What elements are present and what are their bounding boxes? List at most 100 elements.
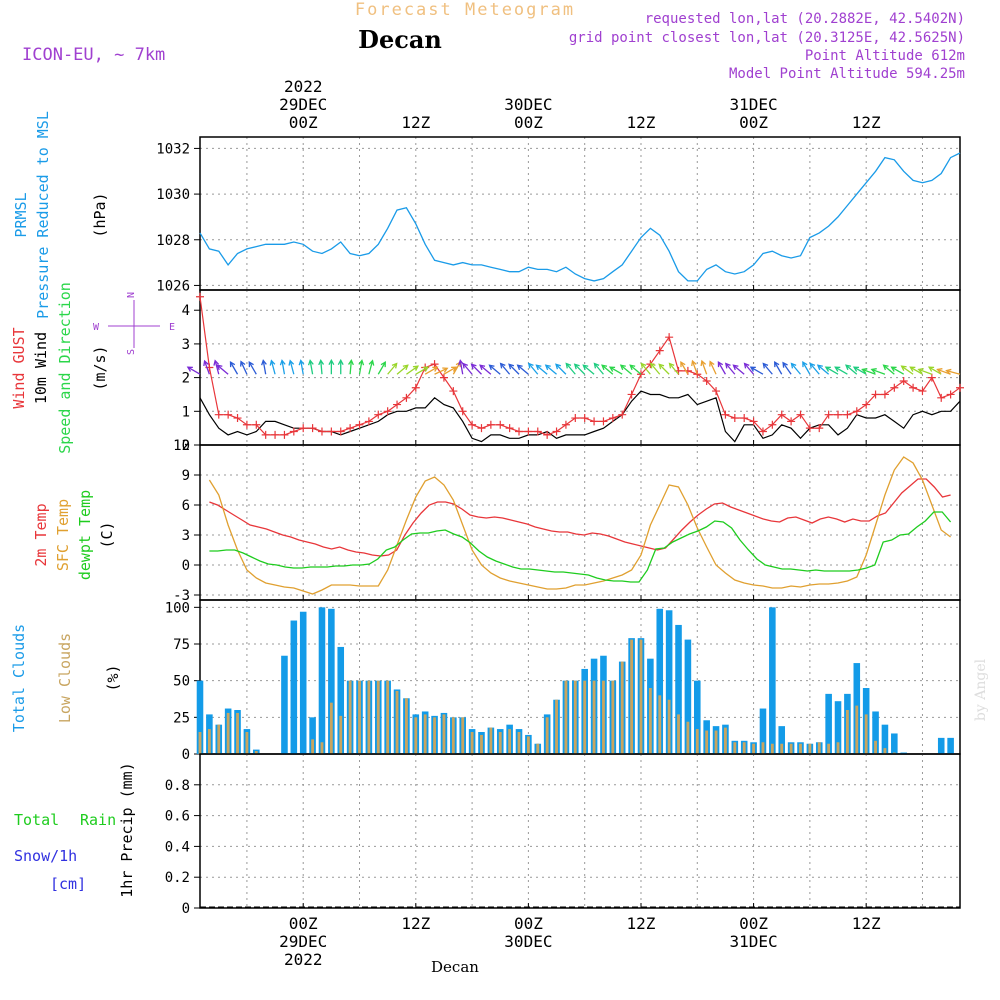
low-cloud-bar	[573, 680, 577, 754]
y-tick-label: 0	[182, 901, 190, 917]
low-cloud-bar	[536, 743, 540, 754]
low-cloud-bar	[827, 743, 831, 754]
low-cloud-bar	[508, 729, 512, 754]
low-cloud-bar	[207, 729, 211, 754]
gust-marker	[655, 346, 664, 355]
bottom-time-label: 12Z	[852, 914, 881, 933]
wind-arrow	[946, 369, 961, 375]
low-cloud-bar	[630, 639, 634, 754]
wind-arrow	[609, 366, 623, 375]
wind-arrow-head	[717, 360, 724, 368]
compass-n: N	[126, 292, 137, 298]
gust-marker	[721, 410, 730, 419]
y-tick-label: 0	[182, 747, 190, 763]
low-cloud-bar	[592, 680, 596, 754]
wind-arrow	[349, 360, 352, 375]
wind-arrow	[459, 360, 464, 375]
gust-marker	[242, 420, 251, 429]
low-cloud-bar	[724, 727, 727, 754]
wind-arrow-head	[261, 359, 267, 366]
wind-arrow	[214, 360, 220, 375]
gust-marker	[899, 376, 908, 385]
low-cloud-bar	[470, 732, 474, 754]
wind-arrow	[424, 366, 438, 375]
gust-marker	[890, 383, 899, 392]
low-cloud-bar	[639, 639, 643, 754]
precip-unit: 1hr Precip (mm)	[118, 762, 136, 897]
wind-arrow	[834, 366, 848, 375]
low-cloud-bar	[752, 743, 755, 754]
wind-arrow	[891, 366, 905, 375]
wind-arrow	[281, 360, 286, 375]
gust-marker	[580, 414, 589, 423]
gust-marker	[805, 424, 814, 433]
total-cloud-bar	[778, 726, 786, 754]
wind-arrow-head	[565, 362, 572, 369]
pressure-label-desc: Pressure Reduced to MSL	[34, 111, 52, 319]
wind-arrow-head	[451, 366, 458, 372]
wind-arrow-head	[380, 360, 386, 368]
wind-arrow-head	[743, 362, 750, 369]
wind-arrow-head	[527, 362, 534, 369]
location-title: Decan	[358, 25, 442, 54]
total-cloud-bar	[834, 701, 842, 754]
low-cloud-bar	[705, 730, 709, 754]
wind-arrow-head	[601, 364, 608, 371]
gust-marker	[618, 410, 627, 419]
wind-arrow	[733, 364, 745, 375]
wind-arrow-head	[774, 360, 780, 368]
temp-label-2m: 2m Temp	[32, 503, 50, 566]
wind-arrow	[248, 361, 257, 375]
total-cloud-bar	[872, 711, 879, 754]
low-cloud-bar	[489, 727, 493, 754]
bottom-time-label: 00Z	[739, 914, 768, 933]
gust-marker	[871, 390, 880, 399]
wind-arrow-head	[658, 363, 665, 370]
y-tick-label: 0.4	[165, 839, 190, 855]
gust-marker	[533, 427, 542, 436]
gust-marker	[937, 393, 946, 402]
wind-arrow	[845, 364, 858, 375]
compass-s: S	[126, 349, 137, 355]
low-cloud-bar	[583, 680, 587, 754]
bottom-time-label: 30DEC	[504, 932, 552, 951]
temp-2m-line	[209, 478, 951, 557]
gust-marker	[496, 420, 505, 429]
low-cloud-bar	[789, 743, 793, 754]
wind-arrow	[479, 364, 492, 375]
wind-arrow-head	[709, 360, 715, 367]
wind-arrow	[701, 360, 708, 375]
gust-marker	[702, 376, 711, 385]
low-cloud-bar	[442, 714, 446, 754]
gust-marker	[956, 383, 964, 392]
bottom-time-label: 12Z	[401, 914, 430, 933]
gust-marker	[758, 427, 767, 436]
wind-arrow-head	[479, 364, 486, 371]
wind-arrow-head	[186, 366, 193, 372]
watermark: by Angel	[973, 658, 989, 721]
wind-arrow	[217, 364, 229, 375]
model-label: ICON-EU, ~ 7km	[22, 45, 165, 65]
wind-arrow-head	[535, 364, 542, 371]
wind-arrow	[680, 361, 689, 375]
top-time-label: 00Z	[514, 113, 543, 132]
low-cloud-bar	[545, 717, 549, 754]
gust-marker	[402, 393, 411, 402]
precip-label-rain: Rain	[80, 811, 116, 829]
wind-arrow	[289, 360, 295, 375]
gust-marker	[834, 410, 843, 419]
low-cloud-bar	[526, 736, 530, 754]
wind-arrow	[187, 366, 201, 375]
y-tick-label: 0.8	[165, 778, 190, 794]
bottom-time-label: 2022	[284, 950, 323, 969]
wind-arrow	[528, 363, 539, 375]
wind-arrow-head	[555, 363, 562, 370]
top-time-label: 12Z	[852, 113, 881, 132]
wind-arrow-head	[470, 363, 477, 370]
total-cloud-bar	[675, 624, 682, 754]
panel-frame	[199, 444, 961, 601]
low-cloud-bar	[348, 680, 352, 754]
low-cloud-bar	[780, 743, 784, 754]
point-altitude: Point Altitude 612m	[805, 48, 965, 64]
